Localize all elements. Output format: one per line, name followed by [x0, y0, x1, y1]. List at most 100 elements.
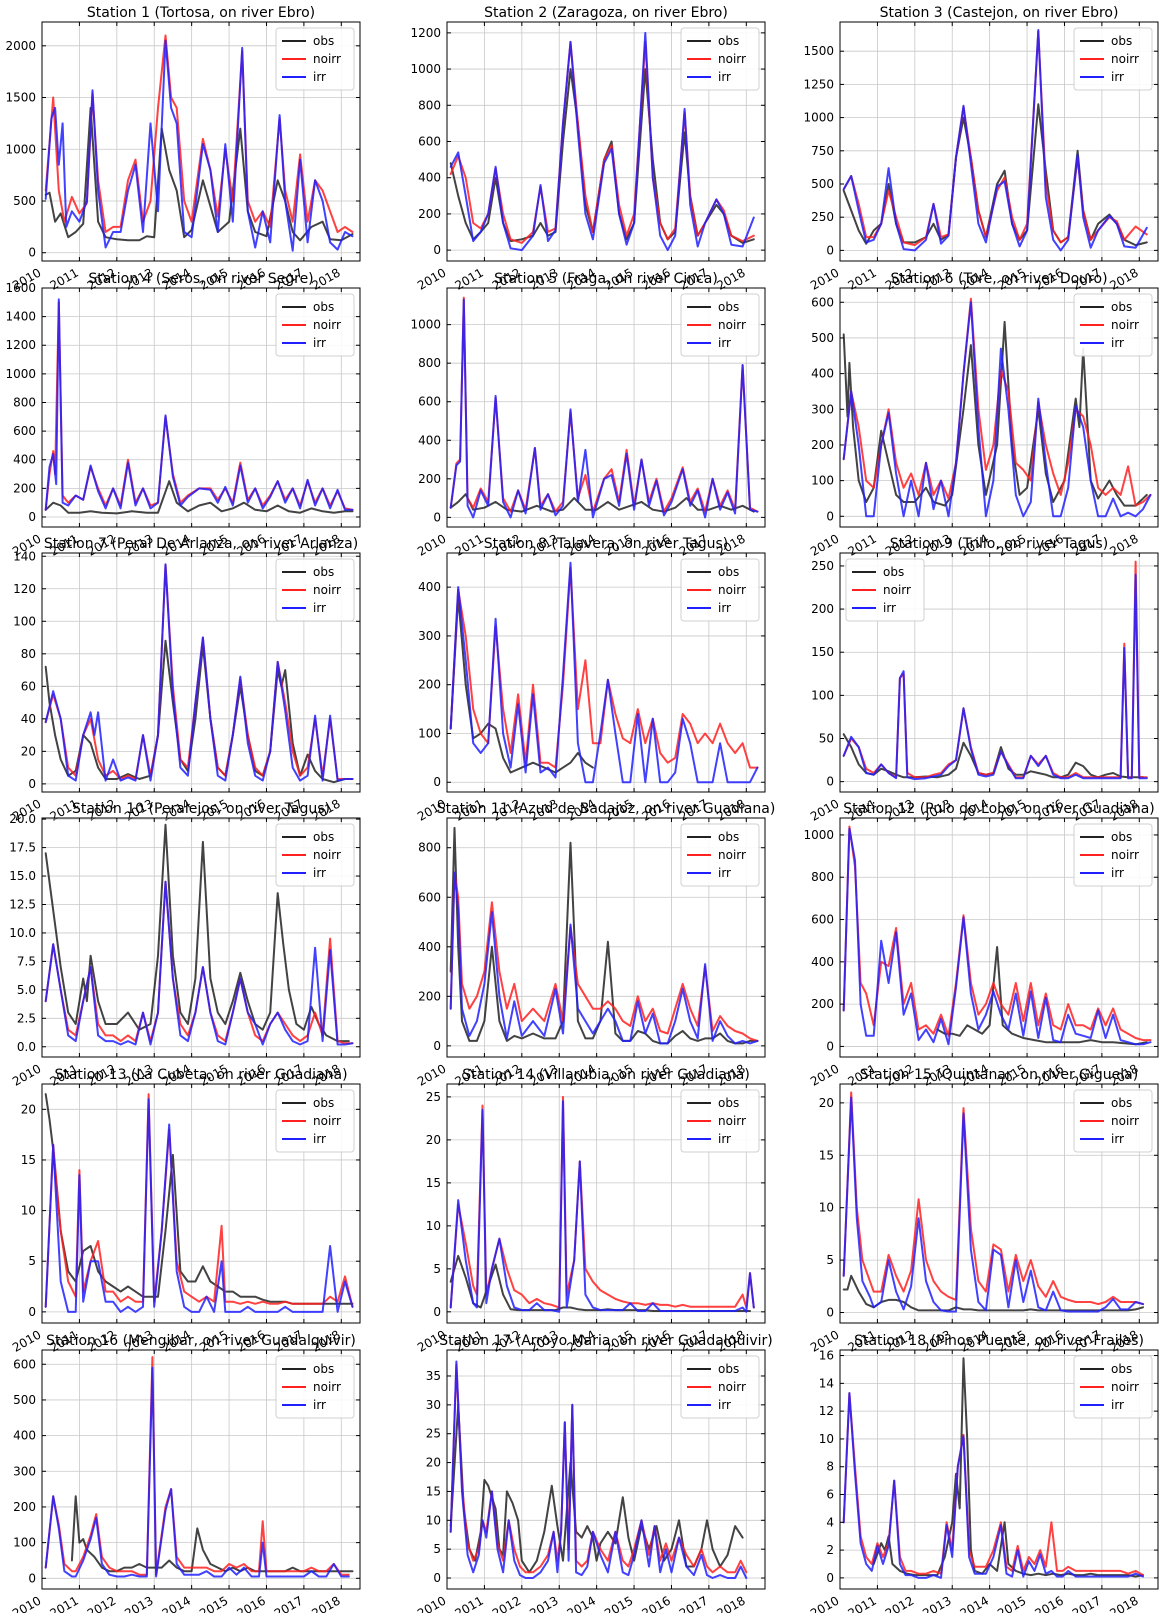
series-line-irr [449, 561, 759, 784]
y-tick-label: 1500 [803, 44, 834, 58]
x-tick-label: 2010 [415, 1593, 448, 1613]
legend: obs noirr irr [680, 293, 760, 357]
y-tick-label: 10 [426, 1219, 441, 1233]
legend-label-irr: irr [313, 1398, 326, 1412]
y-tick-label: 1000 [803, 111, 834, 125]
legend-label-noirr: noirr [1111, 318, 1139, 332]
y-tick-label: 0 [433, 510, 441, 524]
series-line-irr [842, 29, 1148, 252]
plot-frame [839, 1083, 1159, 1324]
legend-box [680, 823, 760, 887]
y-tick-label: 5 [433, 1542, 441, 1556]
y-tick-label: 10.0 [9, 926, 36, 940]
y-tick-label: 15 [819, 1148, 834, 1162]
legend-label-irr: irr [1111, 866, 1124, 880]
legend-label-obs: obs [313, 1096, 334, 1110]
y-tick-label: 15 [426, 1176, 441, 1190]
y-tick-label: 200 [811, 997, 834, 1011]
y-tick-label: 800 [418, 841, 441, 855]
series-line-obs [449, 826, 759, 1045]
plot-frame [839, 287, 1159, 528]
legend-label-obs: obs [1111, 300, 1132, 314]
legend-box [1073, 27, 1153, 91]
legend-label-irr: irr [1111, 1132, 1124, 1146]
legend-label-obs: obs [883, 565, 904, 579]
y-tick-label: 16 [819, 1349, 834, 1363]
series-line-obs [872, 1357, 1144, 1578]
legend-label-obs: obs [313, 830, 334, 844]
y-tick-label: 800 [811, 870, 834, 884]
y-tick-label: 300 [418, 629, 441, 643]
series-line-irr [449, 1360, 748, 1579]
chart-title: Station 13 (La Cubeta, on river Guadiana… [54, 1067, 347, 1083]
legend-label-irr: irr [1111, 70, 1124, 84]
legend-label-irr: irr [1111, 1398, 1124, 1412]
legend-label-irr: irr [313, 70, 326, 84]
series-line-noirr [842, 825, 1152, 1042]
x-tick-label: 2018 [1107, 1593, 1140, 1613]
legend-box [1073, 823, 1153, 887]
x-tick-label: 2011 [845, 265, 878, 292]
y-tick-label: 1000 [5, 367, 36, 381]
y-tick-label: 600 [811, 913, 834, 927]
y-tick-label: 0 [826, 243, 834, 257]
legend-box [680, 1089, 760, 1153]
y-tick-label: 400 [418, 171, 441, 185]
y-tick-label: 600 [418, 890, 441, 904]
x-tick-label: 2010 [10, 1327, 43, 1354]
series-line-irr [842, 1096, 1144, 1313]
y-tick-label: 100 [811, 474, 834, 488]
y-tick-label: 2.5 [17, 1011, 36, 1025]
legend-label-irr: irr [718, 70, 731, 84]
x-tick-label: 2014 [565, 1593, 598, 1613]
legend-label-noirr: noirr [718, 583, 746, 597]
x-tick-label: 2015 [995, 1593, 1028, 1613]
y-tick-label: 7.5 [17, 954, 36, 968]
y-tick-label: 20 [21, 1102, 36, 1116]
chart-title: Station 6 (Tore, on river Douro) [890, 271, 1107, 287]
y-tick-label: 15 [21, 1153, 36, 1167]
chart-title: Station 3 (Castejon, on river Ebro) [880, 5, 1119, 21]
series-line-noirr [842, 1091, 1144, 1306]
x-tick-label: 2018 [714, 1593, 747, 1613]
x-tick-label: 2015 [197, 1593, 230, 1613]
y-tick-label: 200 [418, 989, 441, 1003]
legend: obs noirr irr [680, 558, 760, 622]
y-tick-label: 750 [811, 144, 834, 158]
y-tick-label: 0 [826, 509, 834, 523]
chart-title: Station 1 (Tortosa, on river Ebro) [87, 5, 315, 21]
y-tick-label: 800 [13, 395, 36, 409]
y-tick-label: 0 [826, 775, 834, 789]
legend-box [275, 823, 355, 887]
y-tick-label: 40 [21, 712, 36, 726]
series-line-obs [44, 106, 354, 242]
legend-label-obs: obs [1111, 1362, 1132, 1376]
x-tick-label: 2011 [47, 1593, 80, 1613]
y-tick-label: 250 [811, 210, 834, 224]
plot-frame [446, 1083, 766, 1324]
x-tick-label: 2010 [808, 796, 841, 823]
y-tick-label: 50 [819, 732, 834, 746]
y-tick-label: 300 [13, 1464, 36, 1478]
legend: obs noirr irr [1073, 1355, 1153, 1419]
y-tick-label: 0 [28, 1305, 36, 1319]
y-tick-label: 35 [426, 1369, 441, 1383]
series-line-irr [449, 871, 759, 1045]
y-tick-label: 12 [819, 1404, 834, 1418]
legend: obs noirr irr [680, 1355, 760, 1419]
x-tick-label: 2018 [309, 1593, 342, 1613]
y-tick-label: 100 [811, 688, 834, 702]
y-tick-label: 17.5 [9, 841, 36, 855]
y-tick-label: 200 [811, 438, 834, 452]
chart-title: Station 4 (Seros, on river Segre) [88, 271, 313, 287]
y-tick-label: 600 [811, 295, 834, 309]
y-tick-label: 500 [811, 331, 834, 345]
plot-frame [41, 1083, 361, 1324]
y-tick-label: 400 [811, 955, 834, 969]
x-tick-label: 2010 [415, 265, 448, 292]
y-tick-label: 5 [28, 1254, 36, 1268]
series-line-irr [44, 1098, 354, 1313]
series-line-irr [842, 827, 1152, 1046]
series-line-irr [842, 573, 1148, 781]
